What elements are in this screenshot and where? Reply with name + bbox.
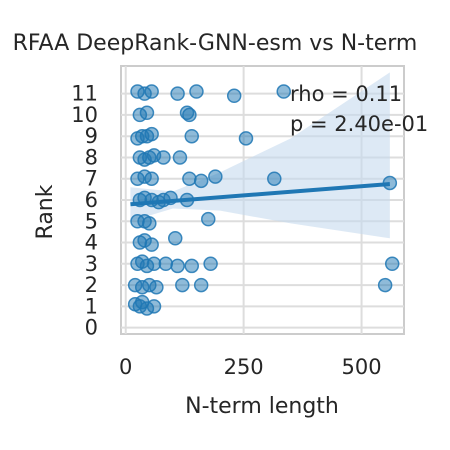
y-tick-label: 7	[85, 167, 98, 191]
y-tick-label: 2	[85, 273, 98, 297]
y-axis-label: Rank	[33, 184, 58, 239]
data-point	[158, 256, 174, 272]
data-point	[267, 171, 282, 186]
y-tick-label: 3	[85, 252, 98, 276]
ci-band-area	[130, 72, 390, 239]
data-point	[144, 237, 159, 252]
data-point	[201, 211, 216, 227]
data-point	[149, 279, 164, 295]
data-point	[156, 150, 171, 165]
x-tick-label: 0	[119, 355, 132, 379]
data-point	[134, 294, 150, 310]
y-tick-label: 5	[85, 209, 98, 233]
data-point	[238, 131, 254, 146]
y-tick-label: 4	[85, 231, 98, 255]
data-point	[170, 86, 185, 101]
data-point	[276, 84, 291, 99]
data-point	[144, 126, 159, 142]
data-point	[208, 169, 223, 184]
chart-title: RFAA DeepRank-GNN-esm vs N-term	[13, 31, 418, 56]
data-point	[163, 190, 178, 206]
data-point	[144, 171, 159, 186]
data-point	[172, 150, 188, 165]
y-tick-label: 1	[85, 294, 98, 318]
y-tick-label: 8	[85, 145, 98, 169]
data-point	[203, 256, 218, 272]
data-point	[226, 88, 242, 104]
y-tick-label: 0	[85, 316, 98, 340]
data-point	[175, 277, 190, 293]
confidence-band	[130, 72, 390, 239]
data-point	[382, 175, 398, 191]
data-point	[377, 277, 393, 293]
y-tick-label: 6	[85, 188, 98, 212]
data-point	[193, 277, 209, 293]
data-point	[184, 128, 199, 144]
y-tick-label: 9	[85, 124, 98, 148]
data-point	[184, 258, 199, 274]
data-point	[139, 105, 155, 121]
data-point	[144, 84, 159, 99]
data-point	[179, 192, 195, 208]
rho-annotation: rho = 0.11	[290, 82, 402, 106]
data-point	[182, 107, 197, 123]
scatter-points	[127, 84, 400, 316]
data-point	[167, 231, 183, 246]
data-point	[142, 216, 157, 231]
x-tick-labels: 0 250 500	[119, 355, 382, 379]
y-tick-label: 10	[71, 103, 98, 127]
data-point	[170, 258, 185, 274]
y-tick-label: 11	[71, 82, 98, 106]
x-axis-label: N-term length	[185, 394, 339, 419]
data-point	[193, 173, 209, 189]
x-tick-label: 250	[224, 355, 264, 379]
data-point	[182, 171, 197, 186]
x-tick-label: 500	[342, 355, 382, 379]
p-value-annotation: p = 2.40e-01	[290, 112, 428, 136]
data-point	[189, 84, 204, 99]
data-point	[384, 256, 400, 272]
